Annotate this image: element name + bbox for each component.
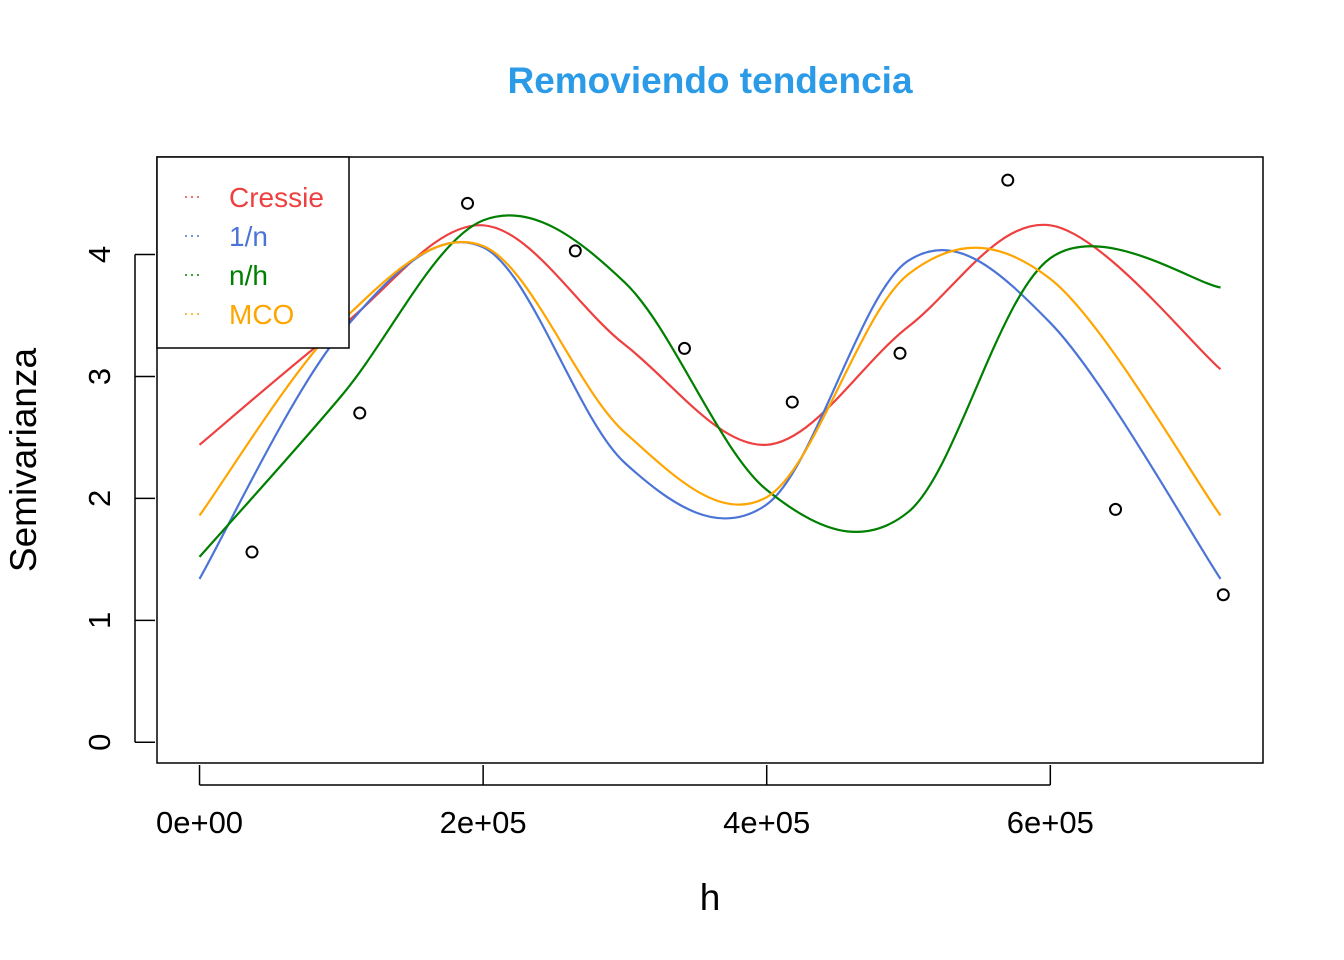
legend-label: 1/n (229, 221, 268, 252)
legend-label: MCO (229, 299, 294, 330)
y-tick-label: 1 (82, 612, 117, 629)
legend: Cressie 1/n n/h MCO (156, 156, 350, 349)
x-axis: 0e+00 2e+05 4e+05 6e+05 (156, 765, 1094, 840)
y-axis-title: Semivarianza (3, 348, 44, 573)
chart-title: Removiendo tendencia (507, 60, 912, 101)
series-line-nh (198, 214, 1221, 558)
series-layer (198, 214, 1222, 580)
data-point (1109, 502, 1123, 516)
series-line-mco (198, 240, 1222, 517)
legend-box (156, 156, 350, 349)
data-point (568, 244, 582, 258)
x-tick-label: 0e+00 (156, 805, 243, 840)
x-tick-label: 6e+05 (1007, 805, 1094, 840)
x-tick-label: 4e+05 (723, 805, 810, 840)
x-axis-title: h (700, 877, 721, 918)
data-point (245, 545, 259, 559)
data-point (461, 196, 475, 210)
data-point (677, 341, 691, 355)
data-point (353, 406, 367, 420)
points-layer (245, 173, 1230, 602)
data-point (1001, 173, 1015, 187)
data-point (785, 395, 799, 409)
legend-label: Cressie (229, 182, 324, 213)
data-point (1216, 588, 1230, 602)
y-tick-label: 0 (82, 734, 117, 751)
x-tick-label: 2e+05 (440, 805, 527, 840)
data-point (893, 346, 907, 360)
y-tick-label: 2 (82, 490, 117, 507)
plot-frame (156, 156, 1264, 764)
y-axis: 0 1 2 3 4 (82, 246, 155, 751)
series-line-1n (198, 241, 1222, 580)
legend-label: n/h (229, 260, 268, 291)
y-tick-label: 3 (82, 368, 117, 385)
y-tick-label: 4 (82, 246, 117, 263)
